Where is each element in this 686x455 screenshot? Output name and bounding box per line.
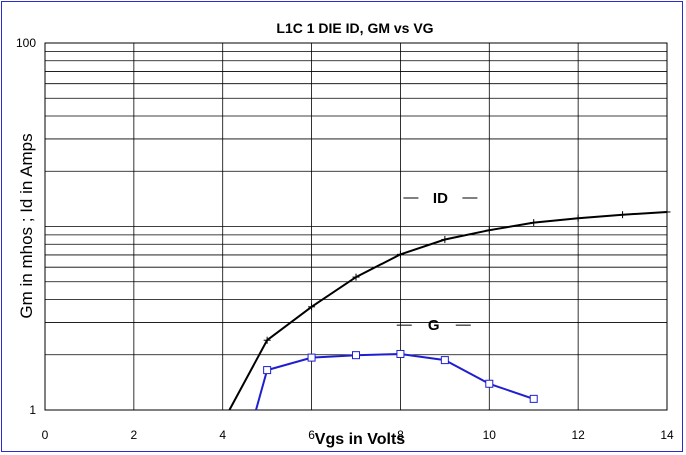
x-tick-label: 10: [483, 428, 497, 442]
data-point: [396, 349, 405, 358]
data-point: [663, 208, 671, 216]
x-tick-label: 14: [660, 428, 674, 442]
x-tick-label: 0: [42, 428, 49, 442]
x-tick-label: 2: [131, 428, 138, 442]
chart-title: L1C 1 DIE ID, GM vs VG: [276, 20, 433, 36]
annotation-g: G: [396, 317, 471, 334]
y-tick-label: 100: [16, 36, 36, 50]
tick-labels: 0 2 4 6 8 10 12 14 1 100: [16, 36, 674, 442]
y-axis-label: Gm in mhos ; Id in Amps: [17, 133, 36, 318]
data-point: [530, 219, 538, 227]
data-point: [352, 273, 360, 281]
series-g: [255, 349, 538, 411]
annotation-label: G: [428, 317, 440, 334]
series-layer: [228, 208, 671, 411]
data-point: [529, 394, 538, 403]
series-id: [228, 208, 671, 411]
data-point: [441, 235, 449, 243]
x-tick-label: 8: [397, 428, 404, 442]
series-line: [228, 211, 668, 411]
data-point: [263, 366, 272, 375]
data-point: [307, 353, 316, 362]
data-point: [619, 211, 627, 219]
plot-area: [44, 42, 668, 411]
data-point: [352, 351, 360, 360]
y-tick-label: 1: [29, 403, 36, 417]
data-point: [308, 303, 316, 311]
annotation-label: ID: [433, 190, 448, 207]
data-point: [263, 336, 271, 344]
data-point: [485, 226, 493, 234]
data-point: [396, 250, 404, 258]
series-line: [255, 352, 535, 411]
data-point: [574, 214, 582, 222]
annotations: ID G: [396, 190, 478, 334]
annotation-id: ID: [403, 190, 478, 207]
data-point: [440, 356, 449, 365]
data-point: [485, 379, 494, 388]
x-tick-label: 12: [571, 428, 585, 442]
x-tick-label: 6: [308, 428, 315, 442]
x-tick-label: 4: [219, 428, 226, 442]
x-axis-label: Vgs in Volts: [315, 431, 405, 448]
